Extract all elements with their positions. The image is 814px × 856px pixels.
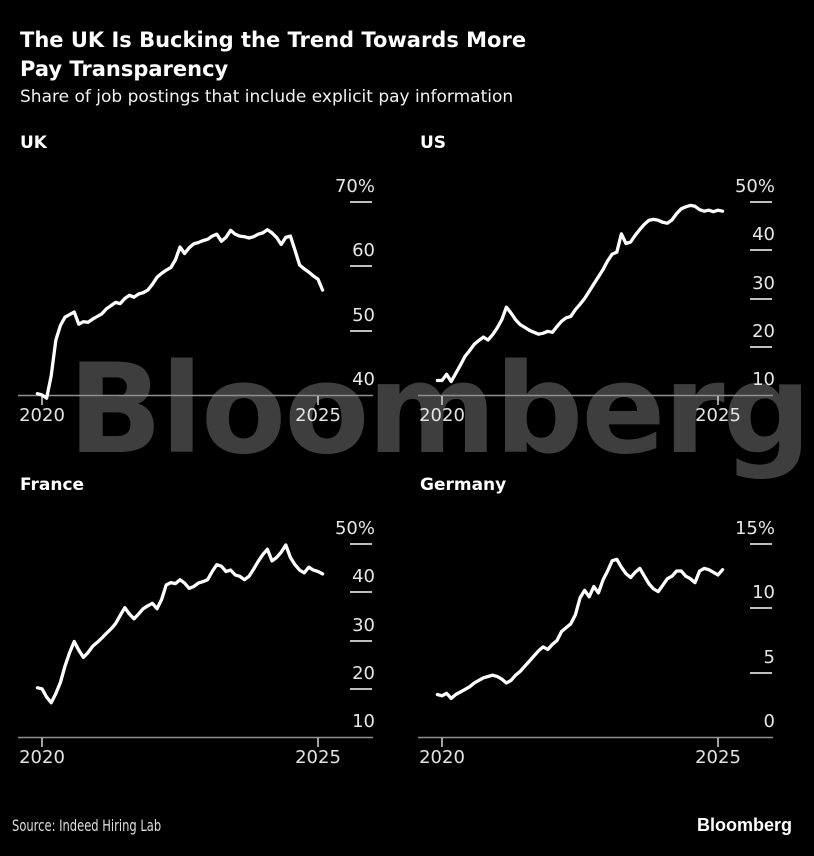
y-axis-label: 40 [752, 224, 775, 246]
y-axis-label: 60 [352, 240, 375, 262]
y-axis-label: 15% [734, 518, 775, 539]
y-axis-tick-dash [750, 201, 772, 203]
y-axis-label: 20 [352, 662, 375, 684]
data-line-germany [435, 557, 725, 701]
source-note: Source: Indeed Hiring Lab [12, 816, 162, 835]
bloomberg-logo: Bloomberg [696, 815, 792, 835]
y-axis-tick-dash [350, 639, 372, 642]
chart-plot-us [418, 203, 773, 405]
chart-plot-uk [18, 228, 373, 405]
chart-title-us: US [420, 133, 447, 153]
y-axis-label: 30 [752, 272, 775, 294]
bloomberg-watermark: Bloomberg [68, 338, 811, 482]
x-axis-label-2025: 2025 [295, 405, 341, 426]
y-axis-label: 0 [763, 711, 775, 732]
y-axis-label: 50 [352, 304, 375, 326]
y-axis-label: 40 [352, 566, 375, 588]
y-axis-tick-dash [750, 671, 772, 674]
chart-title-germany: Germany [420, 475, 507, 495]
y-axis-tick-dash [750, 345, 772, 348]
chart-panel-uk: UK 70% 60 50 40 2020 2025 [0, 125, 414, 460]
y-axis-label: 40 [352, 369, 375, 390]
y-axis-label: 10 [752, 582, 775, 604]
y-axis-label: 50% [734, 176, 775, 197]
x-axis-label-2020: 2020 [19, 747, 65, 768]
chart-panel-us: US 50% 40 30 20 10 2020 2025 [400, 125, 814, 460]
chart-title-france: France [20, 475, 85, 495]
page-title-line-2: Pay Transparency [20, 57, 229, 81]
y-axis-label: 10 [352, 711, 375, 732]
data-line-us [435, 203, 725, 384]
page-subtitle: Share of job postings that include expli… [20, 87, 514, 107]
y-axis-tick-dash [350, 201, 372, 203]
chart-header: The UK Is Bucking the Trend Towards More… [20, 26, 526, 109]
page-title-line-1: The UK Is Bucking the Trend Towards More [20, 28, 527, 52]
y-axis-tick-dash [750, 297, 772, 300]
y-axis-label: 20 [752, 320, 775, 342]
y-axis-tick-dash [750, 249, 772, 252]
y-axis-label: 50% [334, 518, 375, 539]
y-axis-label: 10 [752, 369, 775, 390]
y-axis-tick-dash [350, 543, 372, 545]
x-axis-label-2025: 2025 [695, 405, 741, 426]
y-axis-label: 30 [352, 614, 375, 636]
y-axis-tick-dash [350, 265, 372, 268]
y-axis-tick-dash [350, 687, 372, 690]
chart-plot-france [18, 543, 373, 747]
x-axis-label-2025: 2025 [295, 747, 341, 768]
data-line-france [35, 543, 325, 705]
y-axis-tick-dash [350, 591, 372, 594]
chart-title-uk: UK [20, 133, 47, 153]
y-axis-label: 70% [334, 176, 375, 197]
chart-panel-germany: Germany 15% 10 5 0 2020 2025 [400, 467, 814, 802]
y-axis-tick-dash [750, 543, 772, 545]
chart-panel-france: France 50% 40 30 20 10 2020 2025 [0, 467, 414, 802]
x-axis-label-2020: 2020 [419, 747, 465, 768]
x-axis-label-2020: 2020 [19, 405, 65, 426]
chart-plot-germany [418, 557, 773, 747]
y-axis-label: 5 [763, 646, 775, 668]
x-axis-label-2025: 2025 [695, 747, 741, 768]
data-line-uk [35, 228, 325, 400]
y-axis-tick-dash [350, 329, 372, 332]
y-axis-tick-dash [750, 607, 772, 610]
x-axis-label-2020: 2020 [419, 405, 465, 426]
